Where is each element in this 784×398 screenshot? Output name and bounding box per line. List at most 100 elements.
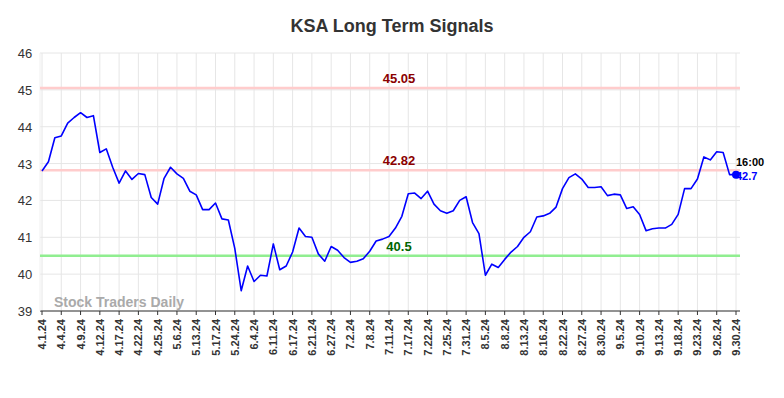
x-tick-label: 9.30.24 [730, 318, 742, 356]
grid-line [678, 53, 679, 311]
grid-line [446, 53, 447, 311]
grid-line [543, 53, 544, 311]
grid-line [215, 53, 216, 311]
x-tick [254, 311, 255, 315]
x-tick [678, 311, 679, 315]
x-tick [61, 311, 62, 315]
grid-line [61, 53, 62, 311]
x-tick-label: 7.31.24 [460, 318, 472, 356]
grid-line [408, 53, 409, 311]
reference-label: 40.5 [386, 239, 411, 254]
x-tick-label: 9.5.24 [614, 318, 626, 349]
x-tick-label: 6.11.24 [267, 318, 279, 355]
grid-line [40, 126, 740, 127]
x-tick [273, 311, 274, 315]
grid-line [658, 53, 659, 311]
reference-line [40, 87, 740, 90]
grid-line [311, 53, 312, 311]
grid-line [736, 53, 737, 311]
annotation-value: 42.7 [736, 170, 757, 182]
grid-line [138, 53, 139, 311]
x-tick [697, 311, 698, 315]
x-tick-label: 5.6.24 [171, 318, 183, 349]
grid-line [369, 53, 370, 311]
x-tick-label: 9.26.24 [711, 318, 723, 356]
x-tick-label: 7.2.24 [344, 318, 356, 349]
x-tick-label: 8.16.24 [537, 318, 549, 356]
x-tick [292, 311, 293, 315]
x-tick [446, 311, 447, 315]
watermark: Stock Traders Daily [54, 294, 184, 310]
grid-line [273, 53, 274, 311]
x-tick-label: 8.13.24 [518, 318, 530, 356]
y-tick-label: 42 [18, 193, 32, 208]
x-tick-label: 9.18.24 [672, 318, 684, 356]
x-tick [99, 311, 100, 315]
grid-line [40, 89, 740, 90]
x-tick [331, 311, 332, 315]
grid-line [42, 53, 43, 311]
grid-line [40, 53, 740, 54]
x-tick [369, 311, 370, 315]
grid-line [234, 53, 235, 311]
reference-line [40, 169, 740, 172]
y-tick-label: 40 [18, 267, 32, 282]
x-tick [119, 311, 120, 315]
x-tick [176, 311, 177, 315]
x-tick [196, 311, 197, 315]
grid-line [562, 53, 563, 311]
grid-line [196, 53, 197, 311]
x-tick-label: 4.25.24 [152, 318, 164, 356]
grid-line [40, 200, 740, 201]
x-tick [639, 311, 640, 315]
grid-line [716, 53, 717, 311]
x-tick-label: 4.17.24 [113, 318, 125, 356]
grid-line [254, 53, 255, 311]
x-tick [427, 311, 428, 315]
reference-line [40, 254, 740, 257]
x-tick-label: 9.10.24 [634, 318, 646, 356]
y-tick-label: 41 [18, 230, 32, 245]
x-tick-label: 5.24.24 [229, 318, 241, 356]
x-tick-label: 6.4.24 [248, 318, 260, 349]
chart: KSA Long Term Signals39404142434445464.1… [0, 0, 784, 398]
x-tick-label: 7.11.24 [383, 318, 395, 355]
y-tick-label: 46 [18, 46, 32, 61]
grid-line [331, 53, 332, 311]
x-tick [466, 311, 467, 315]
x-tick-label: 7.17.24 [402, 318, 414, 356]
y-axis [40, 53, 41, 311]
x-tick-label: 4.1.24 [36, 318, 48, 349]
x-axis [40, 311, 740, 312]
x-tick [215, 311, 216, 315]
plot-area [40, 88, 740, 291]
x-tick [543, 311, 544, 315]
x-tick-label: 8.5.24 [479, 318, 491, 349]
grid-line [40, 311, 740, 312]
x-tick-label: 7.22.24 [422, 318, 434, 356]
grid-line [504, 53, 505, 311]
grid-line [389, 53, 390, 311]
x-tick-label: 4.22.24 [132, 318, 144, 356]
y-tick-label: 45 [18, 83, 32, 98]
x-tick [42, 311, 43, 315]
grid-line [350, 53, 351, 311]
x-tick-label: 8.22.24 [557, 318, 569, 356]
x-tick-label: 7.25.24 [441, 318, 453, 356]
y-tick-label: 43 [18, 157, 32, 172]
x-tick-label: 5.17.24 [210, 318, 222, 356]
y-tick-label: 44 [18, 120, 32, 135]
x-tick-label: 6.21.24 [306, 318, 318, 356]
x-tick [562, 311, 563, 315]
x-tick [620, 311, 621, 315]
grid-line [40, 237, 740, 238]
x-tick [138, 311, 139, 315]
x-tick-label: 6.27.24 [325, 318, 337, 356]
x-tick [504, 311, 505, 315]
grid-line [99, 53, 100, 311]
x-tick [157, 311, 158, 315]
x-tick [601, 311, 602, 315]
grid-line [697, 53, 698, 311]
x-tick [80, 311, 81, 315]
annotation-time: 16:00 [736, 156, 764, 168]
